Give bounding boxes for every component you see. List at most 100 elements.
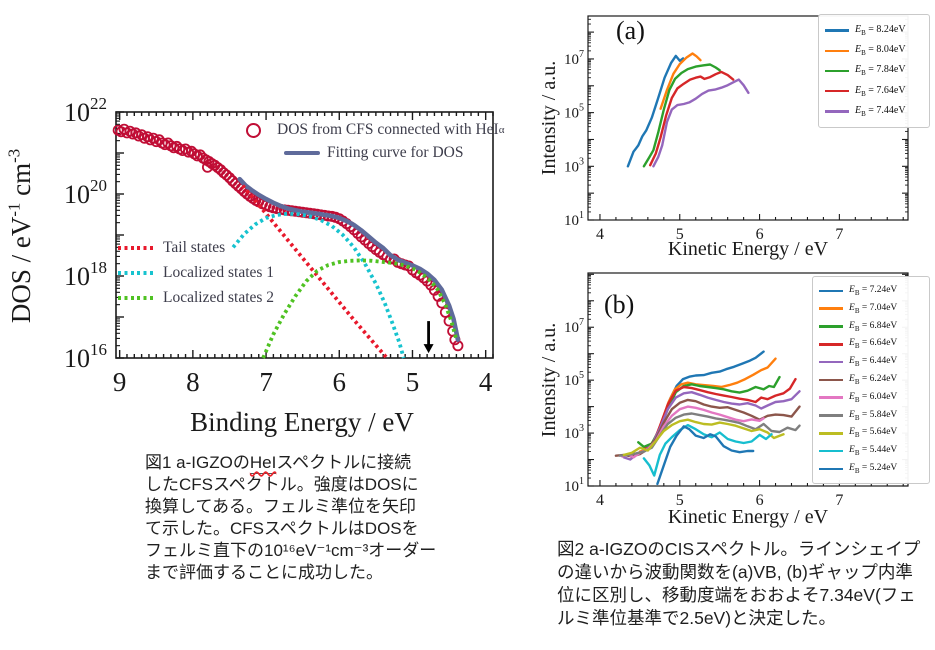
legend-item-label: EB = 7.44eV (855, 104, 906, 118)
legend-item: EB = 5.84eV (819, 410, 929, 422)
legend-item-label: EB = 8.04eV (855, 44, 906, 58)
legend-line-swatch-icon (819, 449, 843, 453)
dotted-marker-icon (118, 245, 155, 251)
x-axis-title: Kinetic Energy / eV (668, 506, 829, 528)
legend-line-swatch-icon (819, 307, 843, 310)
dotted-marker-icon (118, 270, 155, 276)
legend-box-b: EB = 7.24eV EB = 7.04eV EB = 6.84eV EB = 6.… (812, 276, 930, 484)
legend-item-label: EB = 6.24eV (849, 373, 898, 386)
x-axis-title: Kinetic Energy / eV (668, 238, 829, 260)
series-EB-5.64eV (622, 418, 785, 457)
legend-line-swatch-icon (819, 378, 843, 382)
x-axis-title: Binding Energy / eV (190, 407, 414, 437)
caption-line: 換算してある。フェルミ準位を矢印 (145, 497, 416, 516)
caption-line: したCFSスペクトル。強度はDOSに (145, 475, 419, 494)
legend-line-swatch-icon (819, 325, 843, 328)
open-circle-marker-icon (246, 122, 261, 138)
legend-line-swatch-icon (825, 49, 849, 53)
legend-item: EB = 6.04eV (819, 392, 929, 404)
x-tick-label: 7 (259, 367, 273, 397)
series-localized-states-1 (231, 211, 406, 359)
series-EB-7.64eV (648, 70, 735, 167)
fermi-level-arrowhead-icon (423, 344, 434, 354)
figure1-caption: 図1 a-IGZOのHeIスペクトルに接続 したCFSスペクトル。強度はDOSに… (145, 452, 485, 584)
legend-item: EB = 6.64eV (819, 338, 929, 350)
legend-line-swatch-icon (819, 396, 843, 400)
x-tick-label: 5 (406, 367, 420, 397)
y-tick-label: 1020 (64, 176, 107, 209)
caption-line: 図2 a-IGZOのCISスペクトル。ラインシェイプ (557, 539, 921, 559)
legend-line-swatch-icon (825, 69, 849, 73)
legend-item: EB = 6.44eV (819, 356, 929, 368)
legend-fitting-curve-label: Fitting curve for DOS (327, 144, 464, 161)
legend-line-swatch-icon (819, 467, 843, 471)
figure1-dos-chart: 9 8 7 6 5 4 1022 1020 1018 1016 Binding Energy / e… (0, 80, 505, 450)
legend-item-label: EB = 5.84eV (849, 409, 898, 422)
y-tick-label: 101 (564, 210, 584, 229)
y-tick-label: 107 (564, 49, 584, 68)
x-tick-label: 6 (756, 492, 764, 509)
x-tick-label: 4 (596, 492, 604, 509)
caption-line: て示した。CFSスペクトルはDOSを (145, 519, 419, 538)
legend-item-label: EB = 7.04eV (849, 302, 898, 315)
legend-line-swatch-icon (819, 432, 843, 435)
y-axis-title: DOS / eV-1 cm-3 (5, 149, 36, 323)
legend-item-label: EB = 7.64eV (855, 84, 906, 98)
legend-dos-data-sub: α (498, 124, 505, 136)
series-EB-7.44eV (652, 78, 750, 168)
series-EB-5.24eV (656, 425, 755, 486)
series-localized-states-2 (261, 258, 459, 359)
y-axis-title: Intensity / a.u. (540, 323, 560, 437)
legend-item-label: EB = 5.64eV (849, 427, 898, 440)
legend-line-swatch-icon (819, 289, 843, 293)
line-marker-icon (284, 150, 320, 156)
x-tick-label: 7 (835, 226, 843, 243)
caption-line: の違いから波動関数を(a)VB, (b)ギャップ内準 (557, 562, 913, 582)
series-EB-7.24eV (642, 350, 765, 452)
y-axis-title: Intensity / a.u. (540, 61, 560, 175)
x-tick-label: 6 (333, 367, 347, 397)
y-tick-label: 105 (564, 370, 584, 389)
x-tick-label: 5 (676, 492, 684, 509)
x-tick-label: 4 (596, 226, 604, 243)
legend-item: EB = 7.04eV (819, 303, 929, 315)
series-EB-7.84eV (642, 63, 721, 168)
x-tick-label: 8 (186, 367, 200, 397)
legend-dos-data-label: DOS from CFS connected with HeI (277, 121, 499, 138)
legend-dos-data: DOS from CFS connected with HeI α (246, 120, 504, 140)
legend-line-swatch-icon (819, 343, 843, 346)
legend-fitting-curve: Fitting curve for DOS (284, 143, 463, 163)
legend-item-label: EB = 6.04eV (849, 391, 898, 404)
caption-line: まで評価することに成功した。 (145, 563, 383, 582)
legend-item: EB = 6.24eV (819, 374, 929, 386)
legend-item: EB = 7.84eV (825, 64, 929, 77)
legend-localized-states-1: Localized states 1 (118, 263, 274, 283)
figure2-panel-b: 4 5 6 7 107 105 103 101 Kinetic Energy / eV Inten… (538, 262, 935, 538)
legend-item: EB = 5.64eV (819, 427, 929, 439)
series-tail-states (241, 184, 389, 360)
legend-item-label: EB = 7.84eV (855, 64, 906, 78)
spellcheck-underlined-word: HeI (249, 453, 277, 474)
legend-tail-states-label: Tail states (163, 239, 226, 256)
x-tick-label: 9 (113, 367, 127, 397)
series-fitting-curve (237, 176, 461, 343)
y-tick-label: 1018 (64, 258, 107, 291)
y-tick-label: 103 (564, 156, 584, 175)
legend-item-label: EB = 6.64eV (849, 338, 898, 351)
series-EB-6.64eV (642, 377, 797, 451)
legend-line-swatch-icon (825, 89, 849, 93)
figure2-caption: 図2 a-IGZOのCISスペクトル。ラインシェイプ の違いから波動関数を(a)… (557, 538, 935, 630)
caption-text: 図1 a-IGZOの (145, 453, 250, 472)
series-EB-8.04eV (659, 52, 702, 110)
legend-localized-states-2: Localized states 2 (118, 288, 274, 308)
y-tick-label: 103 (564, 423, 584, 442)
legend-item-label: EB = 6.84eV (849, 320, 898, 333)
panel-a-label: (a) (616, 16, 645, 45)
caption-line: フェルミ直下の10¹⁶eV⁻¹cm⁻³オーダー (145, 541, 437, 560)
caption-line: 位に区別し、移動度端をおおよそ7.34eV(フェ (557, 585, 916, 605)
cis-gap-states-plot: 4 5 6 7 107 105 103 101 Kinetic Energy / eV Inten… (538, 272, 909, 528)
dotted-marker-icon (118, 295, 155, 301)
legend-item: EB = 8.04eV (825, 44, 929, 57)
legend-localized-states-2-label: Localized states 2 (163, 289, 275, 306)
legend-item-label: EB = 6.44eV (849, 356, 898, 369)
